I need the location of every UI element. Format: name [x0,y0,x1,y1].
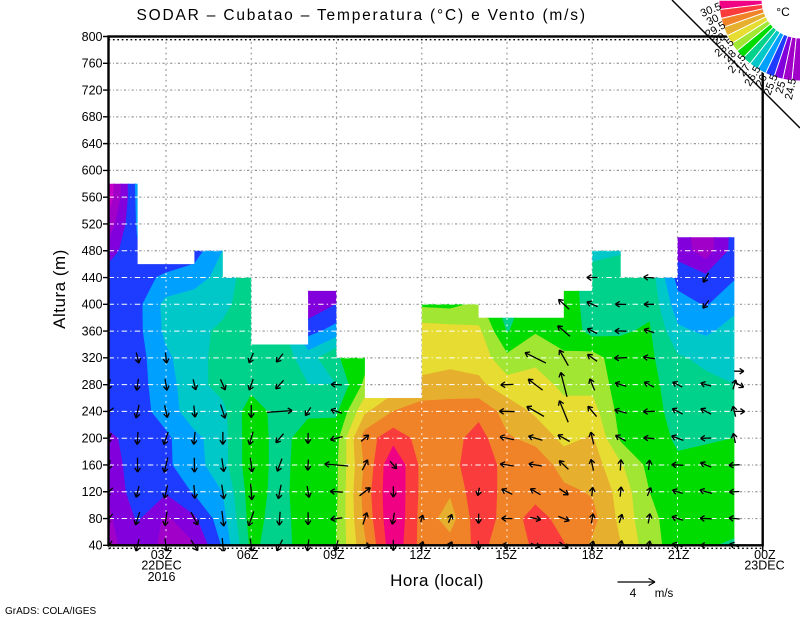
svg-text:520: 520 [82,217,103,231]
svg-text:24.5: 24.5 [783,77,799,100]
svg-text:03Z: 03Z [151,548,173,562]
svg-text:40: 40 [89,539,103,553]
svg-text:Hora (local): Hora (local) [390,571,484,590]
svg-text:400: 400 [82,298,103,312]
svg-text:560: 560 [82,191,103,205]
svg-text:120: 120 [82,485,103,499]
svg-text:720: 720 [82,83,103,97]
svg-text:00Z: 00Z [754,548,776,562]
svg-text:160: 160 [82,458,103,472]
svg-text:2016: 2016 [148,570,176,584]
svg-text:640: 640 [82,137,103,151]
svg-text:Altura (m): Altura (m) [50,249,69,329]
svg-text:440: 440 [82,271,103,285]
svg-text:22DEC: 22DEC [141,559,181,573]
svg-text:25: 25 [774,80,789,95]
svg-text:09Z: 09Z [323,548,345,562]
svg-text:30: 30 [705,12,721,28]
svg-text:480: 480 [82,244,103,258]
svg-text:4: 4 [630,586,637,600]
svg-text:21Z: 21Z [668,548,690,562]
svg-text:°C: °C [776,5,790,19]
svg-text:320: 320 [82,351,103,365]
svg-text:18Z: 18Z [582,548,604,562]
svg-text:06Z: 06Z [237,548,259,562]
svg-text:360: 360 [82,324,103,338]
svg-text:600: 600 [82,164,103,178]
svg-text:800: 800 [82,30,103,44]
svg-text:GrADS: COLA/IGES: GrADS: COLA/IGES [5,606,96,617]
svg-text:680: 680 [82,110,103,124]
svg-text:27: 27 [736,62,753,79]
svg-text:12Z: 12Z [409,548,431,562]
svg-text:SODAR – Cubatao – Temperat: SODAR – Cubatao – Temperatura (°C) e Ven… [137,7,586,24]
svg-text:760: 760 [82,57,103,71]
svg-text:200: 200 [82,432,103,446]
svg-text:23DEC: 23DEC [744,559,784,573]
svg-text:80: 80 [89,512,103,526]
svg-text:240: 240 [82,405,103,419]
svg-text:15Z: 15Z [496,548,518,562]
svg-text:280: 280 [82,378,103,392]
svg-text:m/s: m/s [655,588,674,600]
